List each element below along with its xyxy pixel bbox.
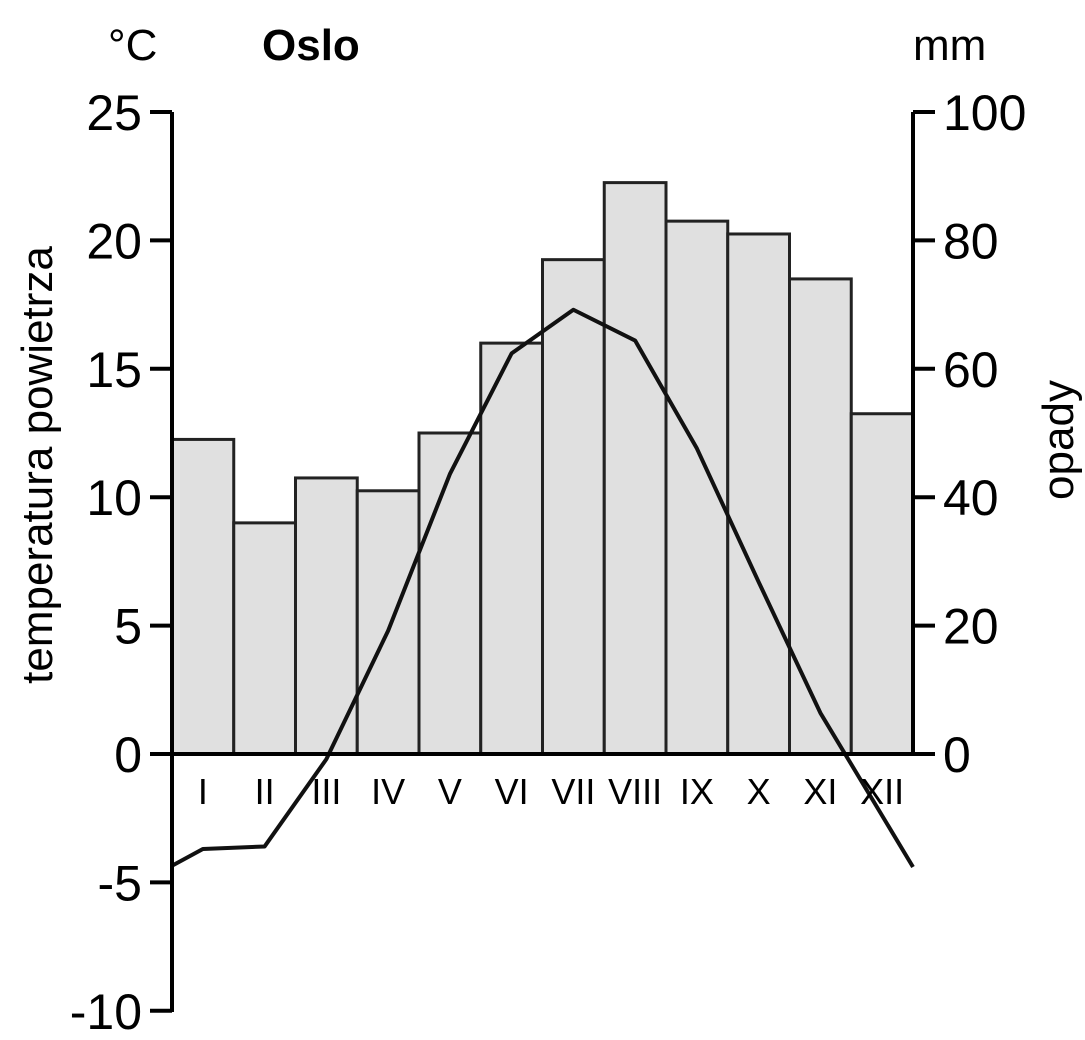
left-tick-label: -10 — [70, 984, 142, 1040]
left-tick-label: -5 — [98, 855, 142, 911]
month-label-V: V — [438, 771, 462, 812]
right-axis-unit: mm — [913, 21, 986, 70]
left-axis-unit: °C — [108, 21, 157, 70]
precip-bar-IV — [355, 489, 421, 756]
temperature-line-group — [171, 307, 915, 869]
month-label-XII: XII — [860, 771, 904, 812]
left-tick-label: 25 — [86, 85, 142, 141]
month-label-VIII: VIII — [608, 771, 662, 812]
right-tick-label: 40 — [943, 470, 999, 526]
precip-bar-II — [232, 521, 297, 756]
left-tick-label: 0 — [114, 727, 142, 783]
month-label-VII: VII — [551, 771, 595, 812]
chart-title: Oslo — [262, 21, 360, 70]
month-labels: I II III IV V VI VII VIII IX X XI XII — [198, 771, 904, 812]
precip-bar-VI — [479, 341, 544, 756]
precip-bar-V — [417, 431, 483, 756]
right-axis-label: opady — [1034, 380, 1083, 500]
left-tick-label: 20 — [86, 213, 142, 269]
left-tick-label: 15 — [86, 342, 142, 398]
precip-bar-VII — [541, 258, 606, 756]
precip-bar-VIII — [602, 181, 668, 756]
month-label-IV: IV — [371, 771, 405, 812]
right-tick-label: 100 — [943, 85, 1026, 141]
right-tick-label: 0 — [943, 727, 971, 783]
precipitation-bars — [170, 181, 915, 756]
month-label-XI: XI — [803, 771, 837, 812]
temperature-line — [171, 307, 915, 869]
month-label-IX: IX — [680, 771, 714, 812]
right-axis-ticks: 100 80 60 40 20 0 — [913, 85, 1026, 783]
precip-bar-X — [726, 232, 791, 756]
right-tick-label: 80 — [943, 213, 999, 269]
month-label-X: X — [747, 771, 771, 812]
left-tick-label: 5 — [114, 599, 142, 655]
precip-bar-IX — [664, 219, 730, 756]
precip-bar-III — [294, 476, 359, 756]
precip-bar-XI — [788, 277, 853, 756]
month-label-III: III — [311, 771, 341, 812]
month-label-II: II — [255, 771, 275, 812]
left-axis-label: temperatura powietrza — [13, 246, 62, 684]
precip-bar-I — [170, 437, 236, 756]
precip-bar-XII — [849, 412, 915, 756]
left-axis-ticks: 25 20 15 10 5 0 -5 -10 — [70, 85, 172, 1040]
axes — [170, 112, 935, 1012]
left-tick-label: 10 — [86, 470, 142, 526]
right-tick-label: 20 — [943, 599, 999, 655]
right-tick-label: 60 — [943, 342, 999, 398]
month-label-VI: VI — [495, 771, 529, 812]
month-label-I: I — [198, 771, 208, 812]
